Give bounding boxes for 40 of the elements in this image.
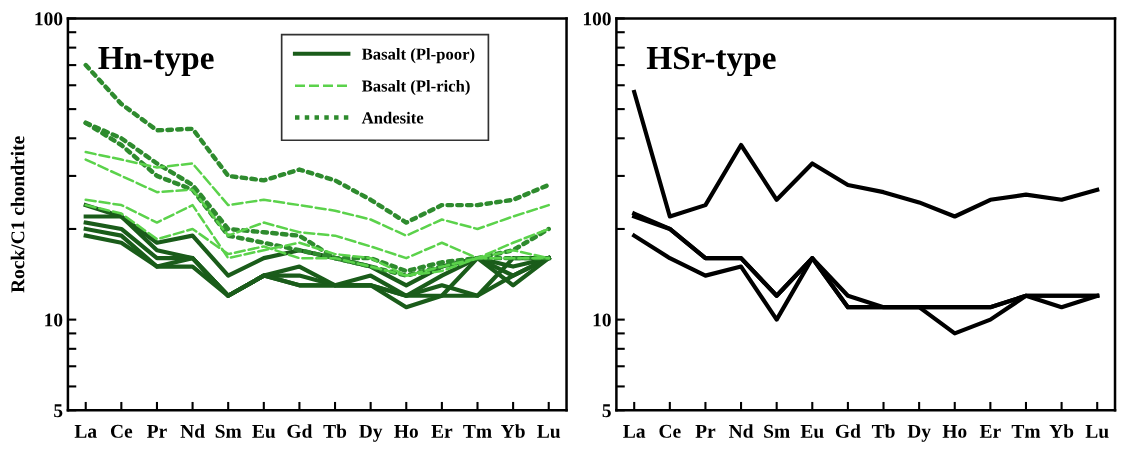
y-tick-label: 5: [602, 404, 611, 418]
x-tick-label: Ce: [110, 424, 133, 438]
x-tick-label: Gd: [287, 424, 313, 438]
text: HSr-type: [646, 46, 776, 77]
x-tick-label: Nd: [729, 424, 754, 438]
x-tick-label: Nd: [180, 424, 205, 438]
x-tick-label: La: [623, 424, 646, 438]
text: Hn-type: [98, 47, 214, 77]
x-tick-label: Eu: [800, 424, 824, 438]
x-tick-label: Er: [431, 424, 453, 438]
x-tick-label: Gd: [835, 424, 861, 438]
y-tick-label: 10: [593, 313, 611, 327]
x-tick-label: Tm: [1011, 424, 1041, 438]
x-tick-label: Lu: [1085, 424, 1109, 438]
x-tick-label: Sm: [764, 424, 790, 438]
x-tick-label: Yb: [501, 424, 525, 438]
x-tick-label: Eu: [252, 424, 276, 438]
y-tick-label: 100: [583, 12, 611, 26]
y-tick-label: 100: [35, 12, 63, 26]
x-tick-label: Pr: [695, 424, 716, 438]
x-tick-label: Lu: [537, 424, 561, 438]
x-tick-label: La: [74, 424, 97, 438]
x-tick-label: Ce: [659, 424, 681, 438]
x-tick-label: Sm: [215, 424, 242, 438]
x-tick-label: Pr: [147, 424, 167, 438]
x-tick-label: Tm: [463, 424, 492, 438]
legend-label: Basalt (Pl-rich): [361, 79, 470, 96]
x-tick-label: Tb: [323, 424, 347, 438]
x-tick-label: Dy: [359, 424, 383, 442]
y-tick-label: 10: [45, 313, 63, 327]
y-axis-title: Rock/C1 chondrite: [10, 136, 25, 293]
x-tick-label: Yb: [1049, 424, 1074, 438]
x-tick-label: Tb: [871, 424, 895, 438]
x-tick-label: Ho: [394, 424, 418, 438]
y-tick-label: 5: [54, 404, 63, 418]
x-tick-label: Er: [979, 424, 1001, 438]
legend-label: Basalt (Pl-poor): [361, 48, 475, 64]
x-tick-label: Dy: [907, 424, 931, 442]
x-tick-label: Ho: [942, 424, 967, 438]
legend-label: Andesite: [361, 111, 424, 124]
